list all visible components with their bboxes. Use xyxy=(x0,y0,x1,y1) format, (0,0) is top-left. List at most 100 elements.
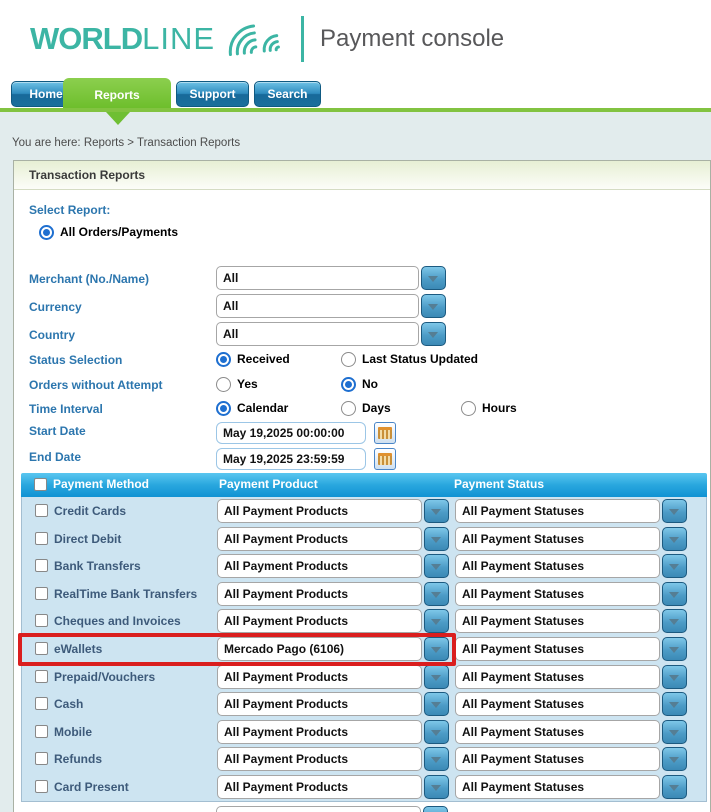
chevron-down-icon[interactable] xyxy=(662,747,687,772)
radio-no[interactable]: No xyxy=(341,376,378,392)
payment-status-value[interactable]: All Payment Statuses xyxy=(455,664,660,689)
payment-status-value[interactable]: All Payment Statuses xyxy=(455,636,660,661)
chevron-down-icon[interactable] xyxy=(421,322,446,346)
radio-last-status-updated[interactable]: Last Status Updated xyxy=(341,351,478,367)
payment-status-dropdown[interactable]: All Payment Statuses xyxy=(455,692,687,717)
payment-status-value[interactable]: All Payment Statuses xyxy=(455,581,660,606)
payment-product-value[interactable]: All Payment Products xyxy=(217,719,422,744)
tab-search[interactable]: Search xyxy=(254,81,321,107)
payment-method-checkbox[interactable] xyxy=(35,669,48,683)
below-table-dropdown-partial[interactable] xyxy=(216,806,448,812)
payment-product-dropdown[interactable]: All Payment Products xyxy=(217,499,449,523)
payment-status-value[interactable]: All Payment Statuses xyxy=(455,609,660,634)
chevron-down-icon[interactable] xyxy=(424,692,449,717)
chevron-down-icon[interactable] xyxy=(421,266,446,290)
chevron-down-icon[interactable] xyxy=(424,581,449,606)
payment-product-value[interactable]: All Payment Products xyxy=(217,692,422,717)
payment-status-dropdown[interactable]: All Payment Statuses xyxy=(455,664,687,689)
payment-product-value[interactable]: All Payment Products xyxy=(217,609,422,634)
payment-product-dropdown[interactable]: All Payment Products xyxy=(217,664,449,689)
country-dropdown[interactable]: All xyxy=(216,322,446,346)
payment-method-checkbox[interactable] xyxy=(35,614,48,628)
chevron-down-icon[interactable] xyxy=(424,747,449,772)
payment-status-value[interactable]: All Payment Statuses xyxy=(455,747,660,772)
payment-status-dropdown[interactable]: All Payment Statuses xyxy=(455,554,687,579)
payment-product-dropdown[interactable]: All Payment Products xyxy=(217,747,449,772)
payment-product-dropdown[interactable]: All Payment Products xyxy=(217,692,449,717)
radio-icon[interactable] xyxy=(461,400,476,416)
radio-icon[interactable] xyxy=(216,376,231,392)
tab-reports[interactable]: Reports xyxy=(63,78,171,112)
payment-product-dropdown[interactable]: All Payment Products xyxy=(217,526,449,551)
payment-product-value[interactable]: All Payment Products xyxy=(217,774,422,799)
payment-method-checkbox[interactable] xyxy=(35,559,48,573)
chevron-down-icon[interactable] xyxy=(662,719,687,744)
radio-icon[interactable] xyxy=(341,351,356,367)
tab-support[interactable]: Support xyxy=(176,81,249,107)
payment-status-dropdown[interactable]: All Payment Statuses xyxy=(455,526,687,551)
chevron-down-icon[interactable] xyxy=(662,499,687,523)
radio-icon[interactable] xyxy=(39,224,54,240)
chevron-down-icon[interactable] xyxy=(662,609,687,634)
chevron-down-icon[interactable] xyxy=(424,526,449,551)
chevron-down-icon[interactable] xyxy=(424,609,449,634)
payment-product-dropdown[interactable]: All Payment Products xyxy=(217,554,449,579)
radio-icon[interactable] xyxy=(341,400,356,416)
payment-status-dropdown[interactable]: All Payment Statuses xyxy=(455,609,687,634)
chevron-down-icon[interactable] xyxy=(424,664,449,689)
payment-method-checkbox[interactable] xyxy=(35,697,48,711)
payment-status-value[interactable]: All Payment Statuses xyxy=(455,499,660,523)
chevron-down-icon[interactable] xyxy=(424,636,449,661)
country-dropdown-value[interactable]: All xyxy=(216,322,419,346)
payment-status-dropdown[interactable]: All Payment Statuses xyxy=(455,719,687,744)
chevron-down-icon[interactable] xyxy=(424,554,449,579)
payment-product-value[interactable]: All Payment Products xyxy=(217,499,422,523)
payment-method-checkbox[interactable] xyxy=(35,504,48,517)
start-date-input[interactable]: May 19,2025 00:00:00 xyxy=(216,422,366,444)
radio-yes[interactable]: Yes xyxy=(216,376,258,392)
payment-product-dropdown[interactable]: All Payment Products xyxy=(217,774,449,799)
chevron-down-icon[interactable] xyxy=(662,554,687,579)
chevron-down-icon[interactable] xyxy=(662,774,687,799)
payment-product-value[interactable]: All Payment Products xyxy=(217,747,422,772)
report-option-all-orders-payments[interactable]: All Orders/Payments xyxy=(39,224,178,240)
chevron-down-icon[interactable] xyxy=(424,499,449,523)
payment-status-dropdown[interactable]: All Payment Statuses xyxy=(455,499,687,523)
currency-dropdown[interactable]: All xyxy=(216,294,446,318)
payment-method-checkbox[interactable] xyxy=(35,752,48,766)
payment-method-checkbox[interactable] xyxy=(35,724,48,738)
payment-status-dropdown[interactable]: All Payment Statuses xyxy=(455,774,687,799)
payment-product-value[interactable]: All Payment Products xyxy=(217,581,422,606)
currency-dropdown-value[interactable]: All xyxy=(216,294,419,318)
payment-product-value[interactable]: All Payment Products xyxy=(217,664,422,689)
payment-product-dropdown[interactable]: All Payment Products xyxy=(217,581,449,606)
payment-status-dropdown[interactable]: All Payment Statuses xyxy=(455,581,687,606)
chevron-down-icon[interactable] xyxy=(662,664,687,689)
payment-status-dropdown[interactable]: All Payment Statuses xyxy=(455,747,687,772)
radio-icon[interactable] xyxy=(216,400,231,416)
payment-product-dropdown[interactable]: All Payment Products xyxy=(217,719,449,744)
payment-status-value[interactable]: All Payment Statuses xyxy=(455,554,660,579)
chevron-down-icon[interactable] xyxy=(424,719,449,744)
chevron-down-icon[interactable] xyxy=(421,294,446,318)
radio-icon[interactable] xyxy=(341,376,356,392)
radio-received[interactable]: Received xyxy=(216,351,290,367)
end-date-input[interactable]: May 19,2025 23:59:59 xyxy=(216,448,366,470)
merchant-dropdown-value[interactable]: All xyxy=(216,266,419,290)
merchant-dropdown[interactable]: All xyxy=(216,266,446,290)
payment-product-value[interactable]: All Payment Products xyxy=(217,526,422,551)
payment-product-value[interactable]: All Payment Products xyxy=(217,554,422,579)
chevron-down-icon[interactable] xyxy=(662,636,687,661)
payment-product-dropdown[interactable]: Mercado Pago (6106) xyxy=(217,636,449,661)
payment-status-value[interactable]: All Payment Statuses xyxy=(455,526,660,551)
payment-method-checkbox[interactable] xyxy=(35,586,48,600)
payment-status-value[interactable]: All Payment Statuses xyxy=(455,774,660,799)
payment-product-dropdown[interactable]: All Payment Products xyxy=(217,609,449,634)
payment-status-value[interactable]: All Payment Statuses xyxy=(455,692,660,717)
chevron-down-icon[interactable] xyxy=(423,806,448,812)
payment-status-dropdown[interactable]: All Payment Statuses xyxy=(455,636,687,661)
below-table-dropdown-value[interactable] xyxy=(216,806,421,812)
radio-days[interactable]: Days xyxy=(341,400,391,416)
radio-calendar[interactable]: Calendar xyxy=(216,400,288,416)
calendar-icon[interactable] xyxy=(374,422,396,444)
